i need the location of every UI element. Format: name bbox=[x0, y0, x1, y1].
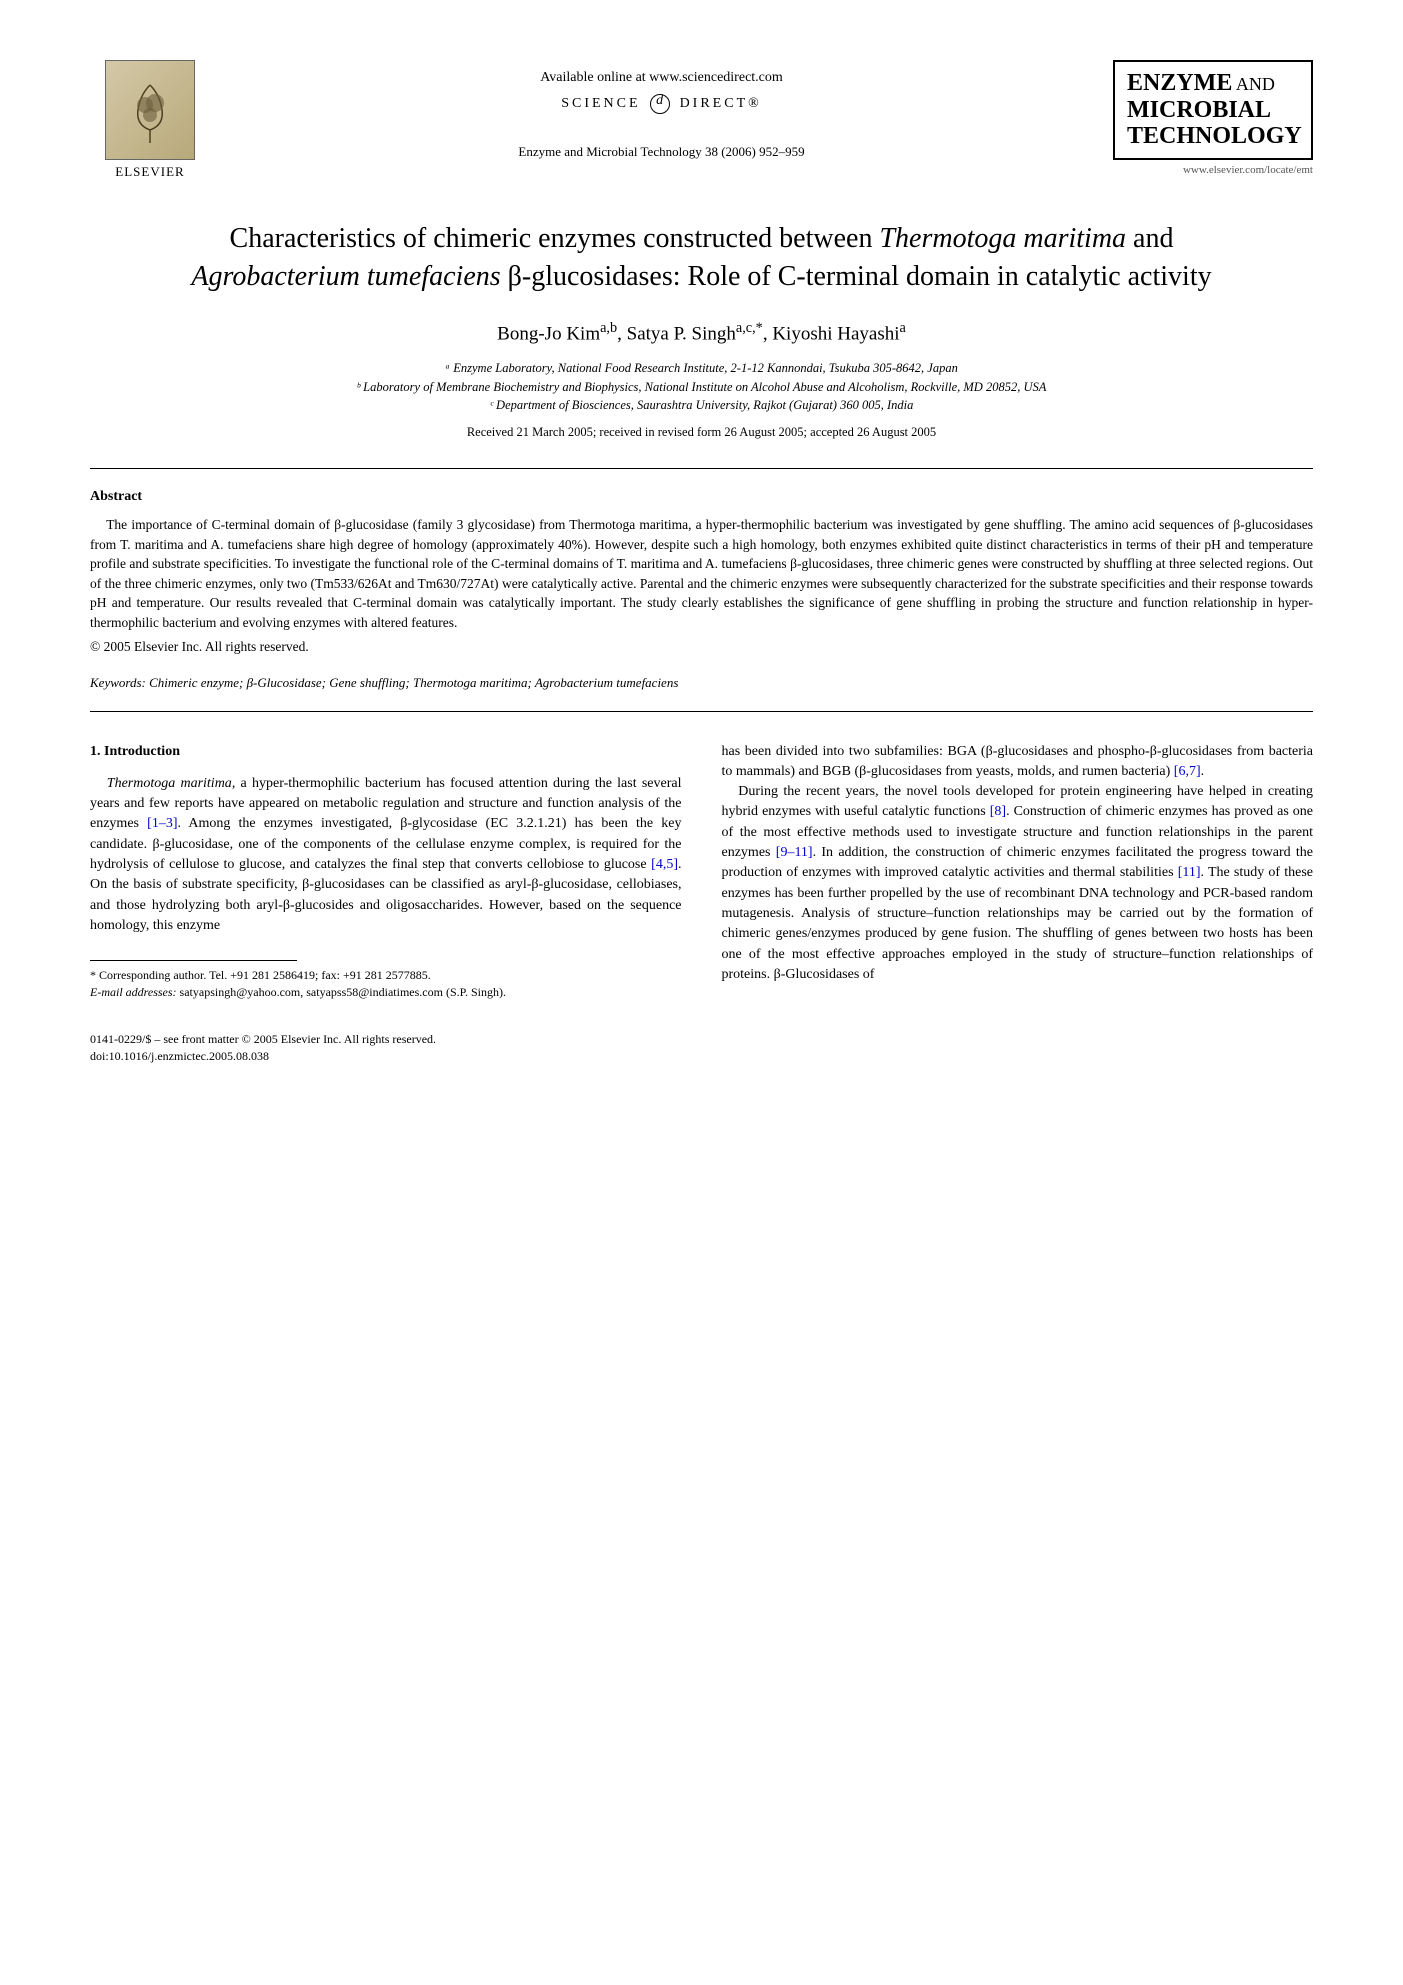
intro-para-col2-2: During the recent years, the novel tools… bbox=[722, 782, 1314, 985]
email-line: E-mail addresses: satyapsingh@yahoo.com,… bbox=[90, 984, 682, 1001]
article-title: Characteristics of chimeric enzymes cons… bbox=[150, 220, 1253, 296]
page-header: ELSEVIER Available online at www.science… bbox=[90, 60, 1313, 180]
title-pre: Characteristics of chimeric enzymes cons… bbox=[230, 223, 880, 254]
corresponding-author: * Corresponding author. Tel. +91 281 258… bbox=[90, 967, 682, 984]
footnote-rule bbox=[90, 960, 297, 961]
abstract-paragraph: The importance of C-terminal domain of β… bbox=[90, 515, 1313, 632]
column-right: has been divided into two subfamilies: B… bbox=[722, 742, 1314, 1065]
authors-line: Bong-Jo Kima,b, Satya P. Singha,c,*, Kiy… bbox=[90, 320, 1313, 345]
keywords-text: Chimeric enzyme; β-Glucosidase; Gene shu… bbox=[146, 675, 679, 690]
title-mid1: and bbox=[1126, 223, 1173, 254]
col2-text2d: . The study of these enzymes has been fu… bbox=[722, 865, 1314, 981]
ref-link-8[interactable]: [8] bbox=[990, 804, 1006, 819]
science-direct-logo: SCIENCE DIRECT® bbox=[210, 94, 1113, 114]
journal-word-microbial: MICROBIAL bbox=[1127, 97, 1299, 123]
journal-word-technology: TECHNOLOGY bbox=[1127, 123, 1299, 149]
affiliation-b: ᵇ Laboratory of Membrane Biochemistry an… bbox=[90, 378, 1313, 397]
copyright-line: © 2005 Elsevier Inc. All rights reserved… bbox=[90, 639, 1313, 655]
title-species1: Thermotoga maritima bbox=[879, 223, 1126, 254]
ref-link-9-11[interactable]: [9–11] bbox=[776, 845, 813, 860]
citation-line: Enzyme and Microbial Technology 38 (2006… bbox=[210, 144, 1113, 160]
journal-url: www.elsevier.com/locate/emt bbox=[1113, 164, 1313, 176]
elsevier-tree-icon bbox=[105, 60, 195, 160]
front-matter-line: 0141-0229/$ – see front matter © 2005 El… bbox=[90, 1031, 682, 1048]
intro-text1b: . Among the enzymes investigated, β-glyc… bbox=[90, 816, 682, 872]
email-addresses: satyapsingh@yahoo.com, satyapss58@indiat… bbox=[177, 985, 506, 999]
publisher-logo-block: ELSEVIER bbox=[90, 60, 210, 180]
col2-text1b: . bbox=[1201, 764, 1205, 779]
ref-link-11[interactable]: [11] bbox=[1178, 865, 1201, 880]
ref-link-1-3[interactable]: [1–3] bbox=[147, 816, 177, 831]
article-dates: Received 21 March 2005; received in revi… bbox=[90, 425, 1313, 440]
body-columns: 1. Introduction Thermotoga maritima, a h… bbox=[90, 742, 1313, 1065]
affiliations: ᵃ Enzyme Laboratory, National Food Resea… bbox=[90, 359, 1313, 415]
rule-below-keywords bbox=[90, 711, 1313, 712]
ref-link-6-7[interactable]: [6,7] bbox=[1174, 764, 1201, 779]
footer-meta: 0141-0229/$ – see front matter © 2005 El… bbox=[90, 1031, 682, 1065]
available-online-text: Available online at www.sciencedirect.co… bbox=[210, 70, 1113, 86]
column-left: 1. Introduction Thermotoga maritima, a h… bbox=[90, 742, 682, 1065]
intro-para-col2-1: has been divided into two subfamilies: B… bbox=[722, 742, 1314, 783]
title-post: β-glucosidases: Role of C-terminal domai… bbox=[501, 261, 1212, 292]
journal-word-and: AND bbox=[1232, 74, 1275, 94]
journal-word-enzyme: ENZYME bbox=[1127, 70, 1232, 96]
publisher-name: ELSEVIER bbox=[115, 164, 184, 180]
affiliation-a: ᵃ Enzyme Laboratory, National Food Resea… bbox=[90, 359, 1313, 378]
footnotes: * Corresponding author. Tel. +91 281 258… bbox=[90, 967, 682, 1001]
abstract-heading: Abstract bbox=[90, 489, 1313, 505]
doi-line: doi:10.1016/j.enzmictec.2005.08.038 bbox=[90, 1048, 682, 1065]
tree-icon bbox=[120, 75, 180, 145]
sciencedirect-icon bbox=[650, 94, 670, 114]
ref-link-4-5[interactable]: [4,5] bbox=[651, 857, 678, 872]
journal-title-box: ENZYME AND MICROBIAL TECHNOLOGY bbox=[1113, 60, 1313, 160]
intro-para-1: Thermotoga maritima, a hyper-thermophili… bbox=[90, 774, 682, 936]
keywords-label: Keywords: bbox=[90, 675, 146, 690]
col2-text1: has been divided into two subfamilies: B… bbox=[722, 744, 1314, 779]
sd-pre: SCIENCE bbox=[561, 96, 640, 111]
abstract-body: The importance of C-terminal domain of β… bbox=[90, 515, 1313, 632]
journal-block: ENZYME AND MICROBIAL TECHNOLOGY www.else… bbox=[1113, 60, 1313, 176]
affiliation-c: ᶜ Department of Biosciences, Saurashtra … bbox=[90, 396, 1313, 415]
abstract-section: Abstract The importance of C-terminal do… bbox=[90, 489, 1313, 654]
sd-post: DIRECT® bbox=[680, 96, 762, 111]
rule-above-abstract bbox=[90, 468, 1313, 469]
intro-species: Thermotoga maritima bbox=[107, 776, 232, 791]
email-label: E-mail addresses: bbox=[90, 985, 177, 999]
title-species2: Agrobacterium tumefaciens bbox=[191, 261, 500, 292]
introduction-heading: 1. Introduction bbox=[90, 742, 682, 762]
keywords-line: Keywords: Chimeric enzyme; β-Glucosidase… bbox=[90, 675, 1313, 691]
center-header: Available online at www.sciencedirect.co… bbox=[210, 60, 1113, 160]
